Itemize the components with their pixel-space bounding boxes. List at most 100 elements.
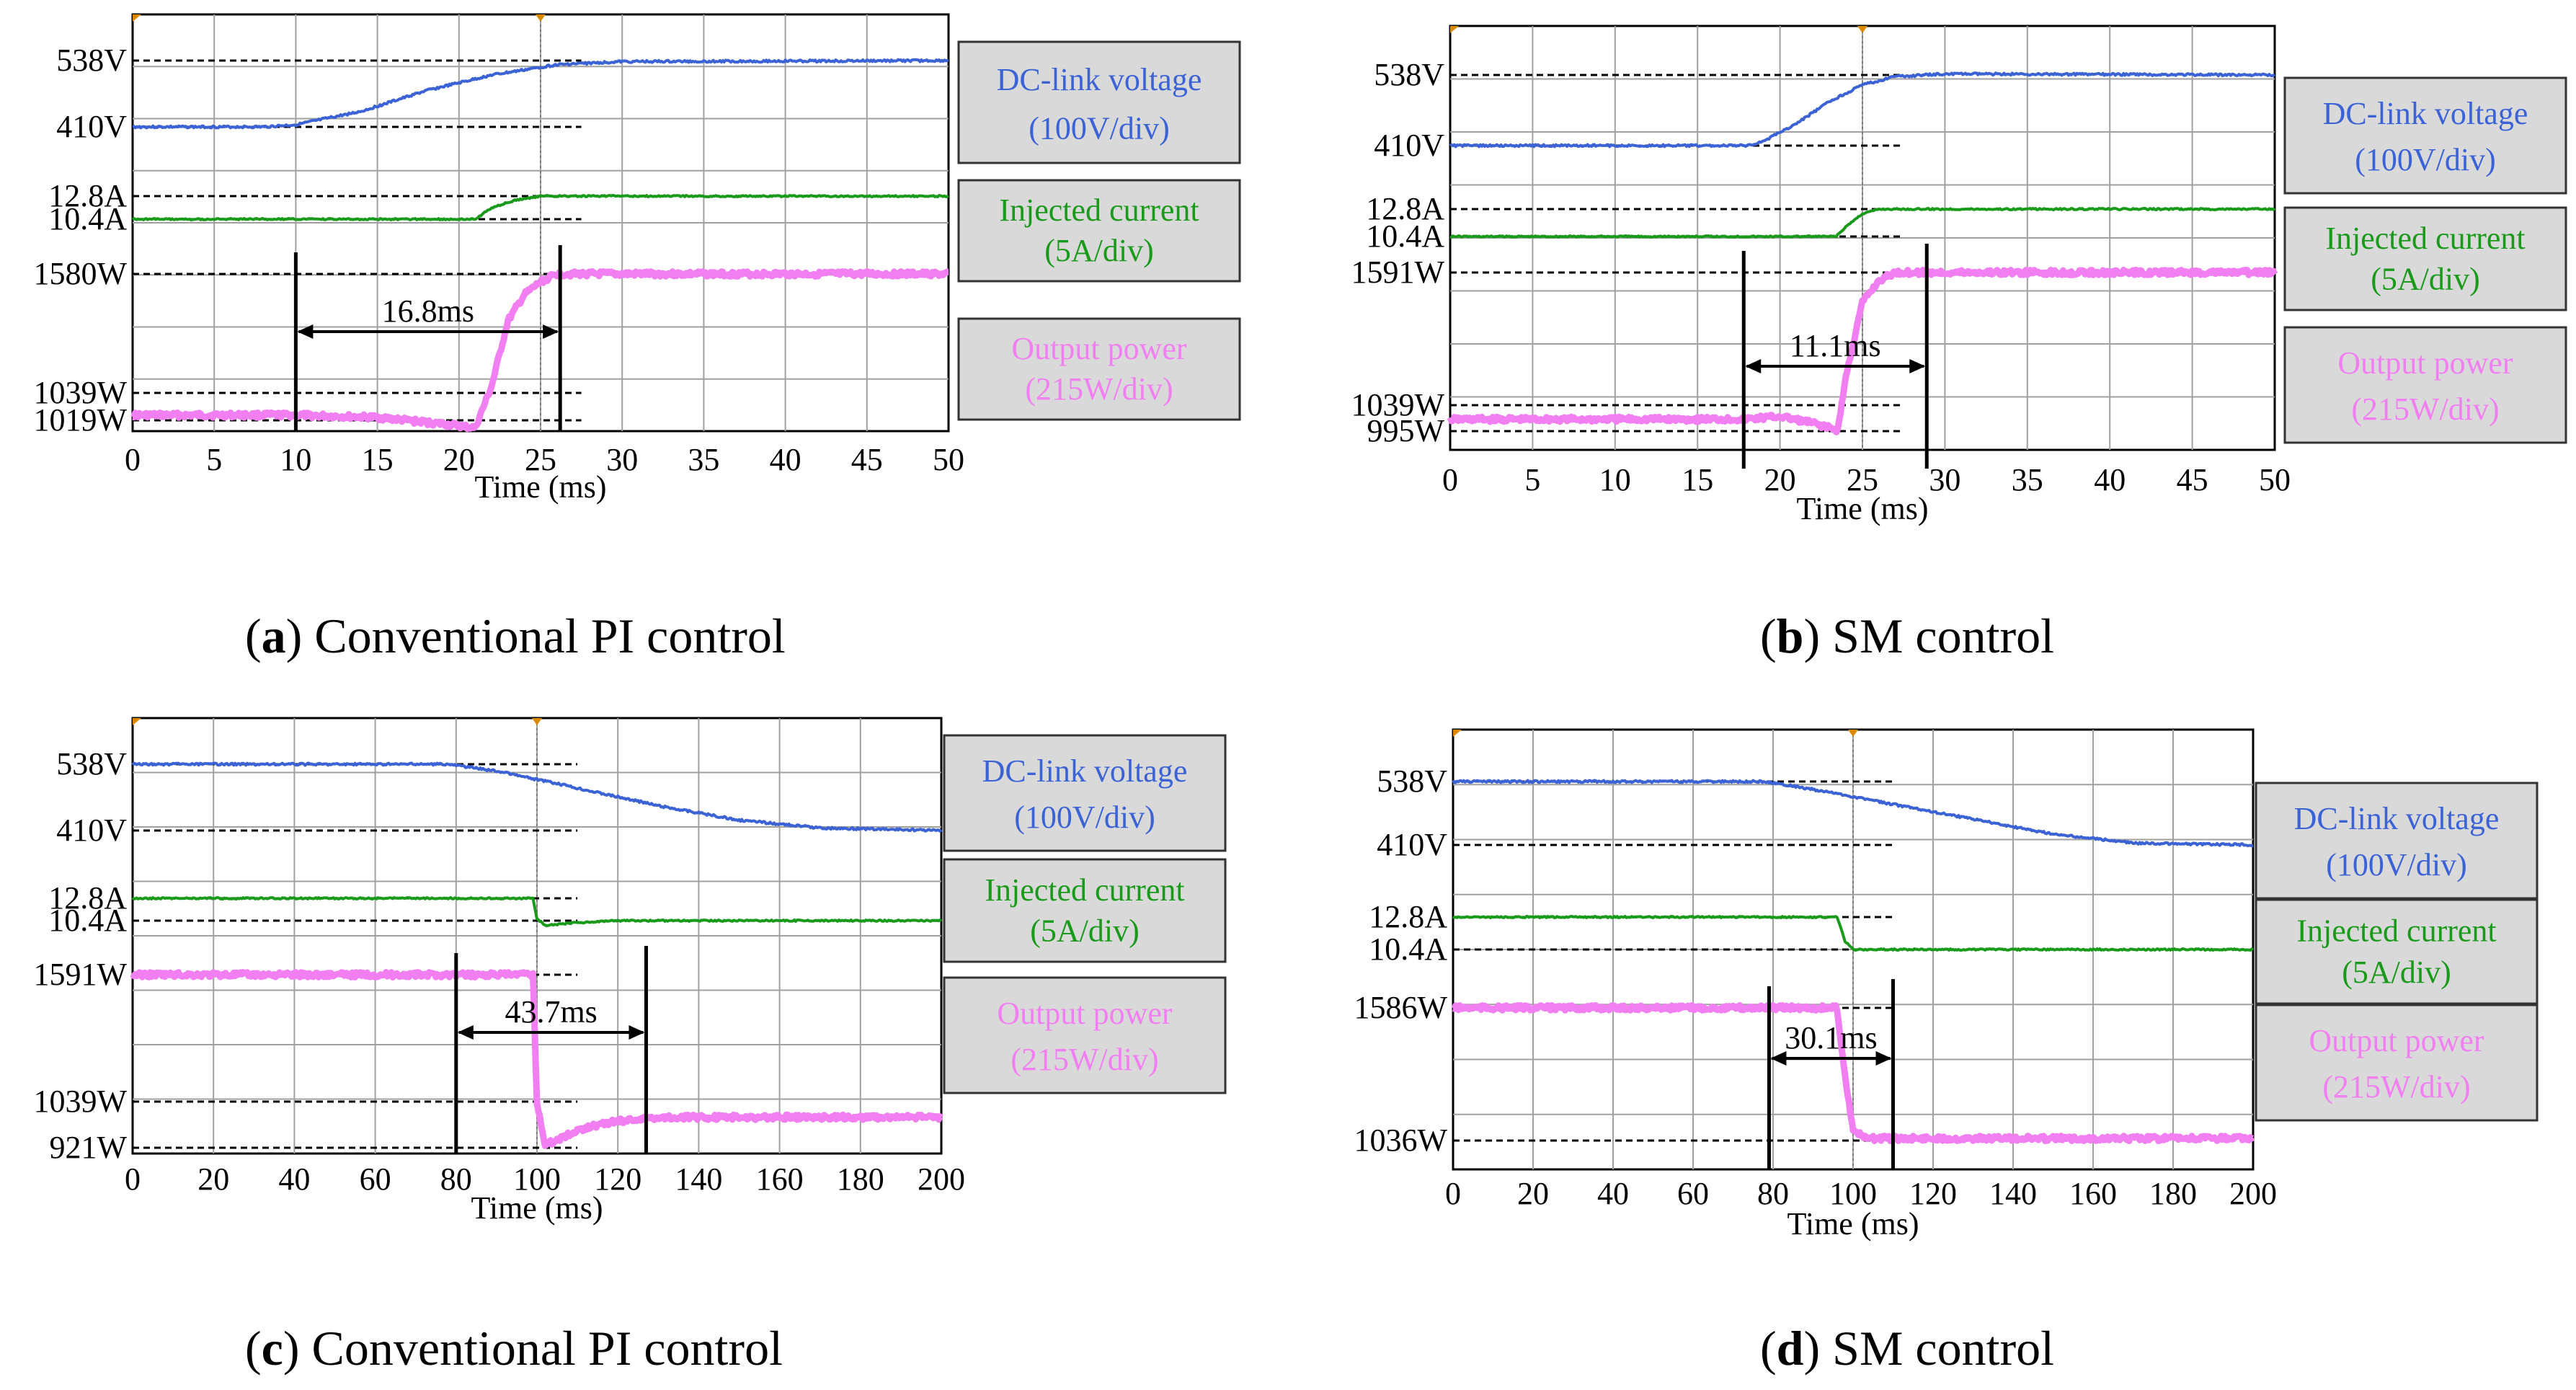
interval-arrowhead-left	[297, 324, 314, 339]
x-tick-label: 50	[933, 442, 964, 477]
legend-scale: (215W/div)	[2322, 1069, 2470, 1105]
interval-label: 16.8ms	[382, 293, 474, 329]
trigger-marker	[1848, 730, 1858, 737]
x-tick-label: 35	[688, 442, 719, 477]
level-label: 1019W	[33, 402, 127, 438]
x-tick-label: 120	[594, 1161, 641, 1197]
level-label: 1591W	[33, 957, 127, 992]
caption-paren: )	[1803, 608, 1832, 663]
legend-entry-voltage: DC-link voltage (100V/div)	[2255, 782, 2539, 900]
x-tick-label: 30	[606, 442, 638, 477]
legend-box	[2255, 782, 2539, 900]
x-tick-label: 180	[2149, 1176, 2197, 1211]
level-label: 12.8A	[48, 880, 127, 916]
level-label: 1039W	[1351, 387, 1444, 422]
x-tick-label: 15	[362, 442, 394, 477]
legend-name: Output power	[2337, 345, 2513, 381]
level-label: 410V	[56, 109, 127, 144]
figure-caption: (a) Conventional PI control	[245, 608, 786, 663]
x-axis-label: Time (ms)	[471, 1190, 603, 1226]
interval-label: 43.7ms	[505, 994, 597, 1030]
level-label: 538V	[56, 746, 127, 782]
legend-box	[2255, 1004, 2539, 1122]
legend-box	[957, 317, 1241, 421]
corner-marker	[1450, 26, 1459, 33]
series-line-power	[130, 969, 943, 1149]
figure-caption: (d) SM control	[1760, 1321, 2054, 1376]
x-axis-label: Time (ms)	[1787, 1206, 1919, 1241]
x-tick-label: 0	[125, 1161, 141, 1197]
legend-box	[2283, 76, 2567, 195]
caption-paren: (	[245, 608, 262, 663]
legend-entry-voltage: DC-link voltage (100V/div)	[943, 734, 1227, 852]
legend-box	[957, 40, 1241, 164]
x-tick-label: 100	[1829, 1176, 1877, 1211]
legend-entry-power: Output power (215W/div)	[957, 317, 1241, 421]
trigger-marker	[536, 14, 546, 22]
x-tick-label: 45	[2177, 462, 2208, 497]
legend-scale: (215W/div)	[1011, 1042, 1158, 1077]
legend-entry-power: Output power (215W/div)	[2255, 1004, 2539, 1122]
x-tick-label: 160	[2069, 1176, 2117, 1211]
x-tick-label: 30	[1929, 462, 1960, 497]
x-tick-label: 140	[1989, 1176, 2037, 1211]
legend-scale: (100V/div)	[1029, 110, 1170, 146]
level-label: 10.4A	[1369, 931, 1447, 967]
x-tick-label: 200	[918, 1161, 965, 1197]
x-tick-label: 15	[1682, 462, 1713, 497]
series-line-power	[1447, 267, 2278, 435]
level-label: 12.8A	[1369, 899, 1447, 934]
x-tick-label: 100	[513, 1161, 561, 1197]
legend-name: DC-link voltage	[2323, 96, 2528, 131]
x-tick-label: 60	[360, 1161, 391, 1197]
level-label: 12.8A	[1366, 191, 1444, 226]
level-label: 995W	[1367, 413, 1444, 448]
level-label: 1586W	[1354, 990, 1447, 1025]
caption-paren: (	[1760, 1321, 1777, 1376]
x-tick-label: 60	[1677, 1176, 1709, 1211]
level-label: 538V	[56, 43, 127, 78]
legend-name: Output power	[2309, 1023, 2484, 1058]
series-line-voltage	[132, 58, 949, 130]
interval-annotation: 11.1ms	[1741, 244, 1929, 469]
legend-scale: (215W/div)	[2351, 391, 2499, 427]
legend-scale: (5A/div)	[2342, 955, 2451, 990]
legend-scale: (215W/div)	[1025, 371, 1173, 407]
legend-box	[2283, 326, 2567, 444]
interval-annotation: 16.8ms	[293, 245, 562, 431]
level-label: 538V	[1377, 763, 1447, 799]
caption-label: c	[262, 1321, 283, 1376]
level-label: 10.4A	[1366, 218, 1444, 254]
x-tick-label: 120	[1909, 1176, 1957, 1211]
interval-arrowhead-left	[1770, 1051, 1787, 1066]
level-label: 10.4A	[48, 903, 127, 938]
x-tick-label: 200	[2229, 1176, 2277, 1211]
legend-box	[2255, 898, 2539, 1005]
x-tick-label: 20	[443, 442, 475, 477]
legend-entry-current: Injected current (5A/div)	[2255, 898, 2539, 1005]
level-label: 1039W	[33, 375, 127, 410]
legend-scale: (5A/div)	[1044, 233, 1154, 268]
legend-box	[957, 179, 1241, 283]
level-label: 10.4A	[48, 201, 127, 236]
x-tick-label: 50	[2259, 462, 2291, 497]
legend-name: DC-link voltage	[982, 753, 1188, 789]
interval-label: 11.1ms	[1790, 328, 1881, 363]
caption-text: Conventional PI control	[312, 1321, 783, 1376]
level-label: 538V	[1374, 57, 1444, 92]
trigger-marker	[532, 718, 542, 725]
legend-box	[943, 734, 1227, 852]
series-line-current	[131, 194, 949, 221]
x-tick-label: 80	[440, 1161, 472, 1197]
interval-arrowhead-left	[1745, 359, 1762, 373]
level-label: 1039W	[33, 1084, 127, 1119]
legend-name: Injected current	[999, 192, 1199, 228]
legend-name: DC-link voltage	[997, 62, 1202, 97]
caption-label: a	[262, 608, 286, 663]
x-tick-label: 180	[837, 1161, 884, 1197]
x-tick-label: 5	[1524, 462, 1540, 497]
legend-box	[2283, 206, 2567, 311]
